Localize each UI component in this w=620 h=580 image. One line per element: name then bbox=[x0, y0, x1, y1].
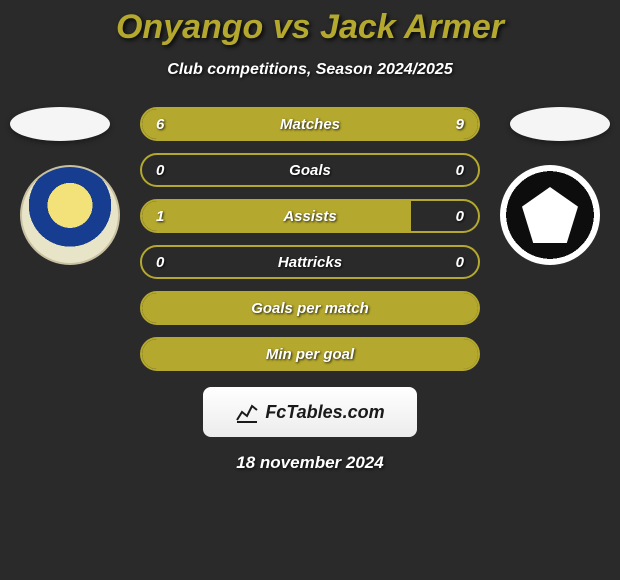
stat-label: Hattricks bbox=[142, 247, 478, 277]
comparison-area: 69Matches00Goals10Assists00HattricksGoal… bbox=[0, 107, 620, 367]
stat-label: Goals bbox=[142, 155, 478, 185]
stat-row: 10Assists bbox=[140, 199, 480, 233]
stat-row: Min per goal bbox=[140, 337, 480, 371]
subtitle: Club competitions, Season 2024/2025 bbox=[0, 61, 620, 79]
brand-badge: FcTables.com bbox=[203, 387, 417, 437]
bar-left bbox=[142, 293, 478, 323]
country-flag-right bbox=[510, 107, 610, 141]
stat-row: 0 0Goals bbox=[140, 153, 480, 187]
club-crest-left bbox=[20, 165, 120, 265]
chart-icon bbox=[235, 400, 259, 424]
page-title: Onyango vs Jack Armer bbox=[0, 0, 620, 47]
date-label: 18 november 2024 bbox=[0, 453, 620, 473]
country-flag-left bbox=[10, 107, 110, 141]
stat-value-left: 0 bbox=[156, 247, 164, 277]
stat-value-right: 0 bbox=[456, 201, 464, 231]
stat-row: 69Matches bbox=[140, 107, 480, 141]
stat-value-right: 0 bbox=[456, 155, 464, 185]
club-crest-right bbox=[500, 165, 600, 265]
stat-value-left: 0 bbox=[156, 155, 164, 185]
stat-value-right: 0 bbox=[456, 247, 464, 277]
bar-left bbox=[142, 339, 478, 369]
brand-text: FcTables.com bbox=[265, 402, 384, 423]
stat-row: Goals per match bbox=[140, 291, 480, 325]
bar-right bbox=[276, 109, 478, 139]
stats-container: 69Matches00Goals10Assists00HattricksGoal… bbox=[140, 107, 480, 383]
bar-left bbox=[142, 109, 276, 139]
stat-row: 0 0Hattricks bbox=[140, 245, 480, 279]
bar-left bbox=[142, 201, 411, 231]
